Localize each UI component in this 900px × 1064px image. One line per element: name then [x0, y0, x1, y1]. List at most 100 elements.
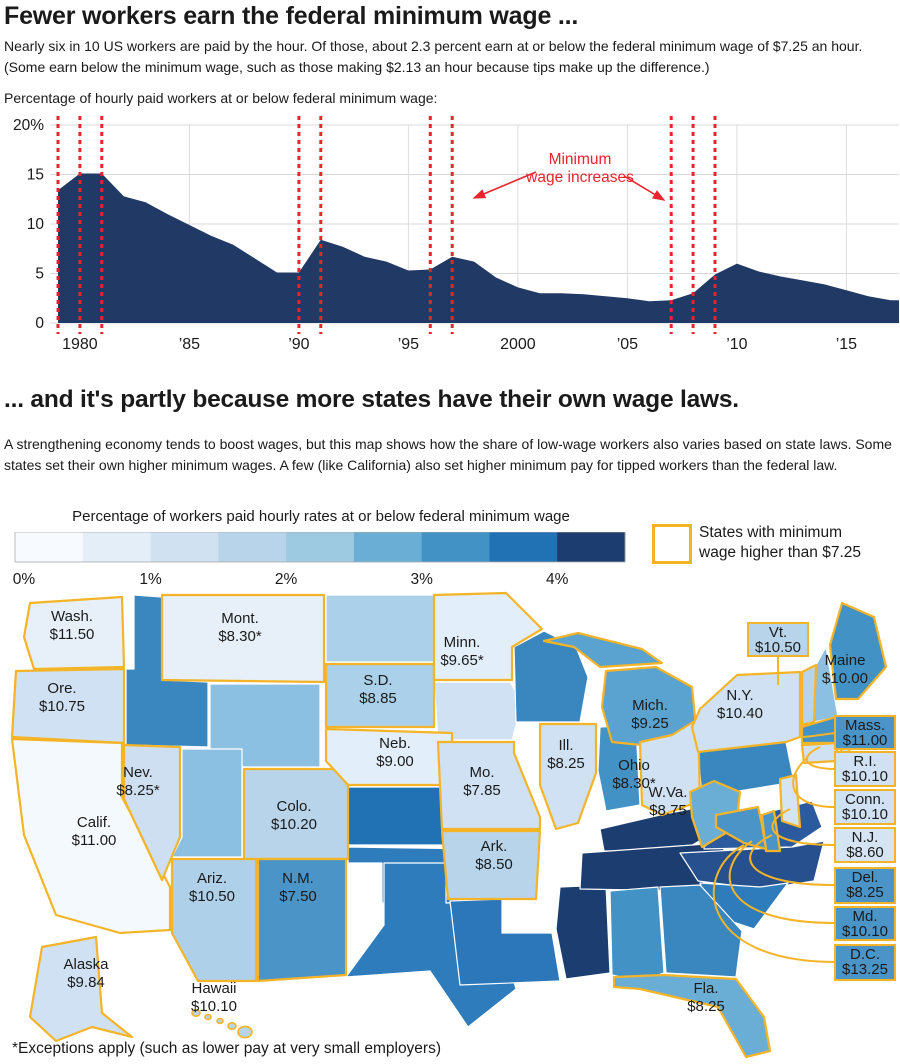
state-wage-MT: $8.30* — [218, 628, 262, 645]
callout-box-MA — [834, 715, 896, 750]
state-label-WV: W.Va. — [649, 784, 688, 801]
callout-label-CT: Conn. — [845, 791, 885, 808]
state-wage-WV: $8.75 — [649, 802, 687, 819]
map-legend-title: Percentage of workers paid hourly rates … — [72, 508, 570, 525]
state-NY — [690, 670, 802, 754]
state-label-AR: Ark. — [481, 838, 508, 855]
highlight-legend-swatch — [652, 524, 692, 564]
y-tick: 10 — [27, 216, 45, 233]
state-label-MI: Mich. — [632, 697, 668, 714]
scale-swatch — [150, 532, 219, 562]
callout-leader-MD — [728, 840, 836, 924]
state-label-WA: Wash. — [51, 608, 93, 625]
footnote: *Exceptions apply (such as lower pay at … — [12, 1040, 442, 1057]
y-tick: 15 — [27, 167, 44, 184]
callout-box-DC — [834, 944, 896, 981]
callout-box-NJ — [834, 827, 896, 863]
x-tick: ’95 — [398, 336, 419, 353]
callout-wage-MA: $11.00 — [843, 732, 888, 749]
callout-wage-MD: $10.10 — [842, 923, 888, 940]
callout-leader-DC — [712, 844, 836, 963]
state-FL — [612, 973, 772, 1059]
state-wage-AZ: $10.50 — [189, 888, 235, 905]
state-GA — [659, 884, 743, 978]
x-tick: ’15 — [836, 336, 857, 353]
callout-box-MD — [834, 906, 896, 941]
state-label-NY: N.Y. — [726, 687, 753, 704]
state-LA — [449, 898, 561, 986]
minimum-wage-trend-chart: 20% 15 10 5 0 1980 ’85 ’90 ’95 2000 ’05 ’10 ’15 Minim… — [13, 116, 899, 353]
state-HI — [216, 1017, 224, 1025]
state-label-CA: Calif. — [77, 814, 111, 831]
color-scale-legend: 0% 1% 2% 3% 4% — [13, 532, 626, 588]
scale-swatch — [557, 532, 626, 562]
callout-wage-DE: $8.25 — [846, 884, 884, 901]
scale-swatch — [353, 532, 423, 562]
state-MD — [714, 805, 768, 851]
state-label-MN: Minn. — [444, 634, 481, 651]
state-wage-HI: $10.10 — [191, 998, 237, 1015]
us-choropleth-map: Wash.$11.50Ore.$10.75Calif.$11.00Nev.$8.… — [10, 591, 896, 1059]
state-label-CO: Colo. — [276, 798, 311, 815]
callout-box-VT — [747, 622, 809, 657]
scale-swatch — [15, 532, 84, 562]
annotation-line1: Minimum — [549, 151, 612, 168]
y-tick: 20% — [13, 117, 44, 134]
state-wage-OR: $10.75 — [39, 698, 85, 715]
scale-tick: 4% — [546, 571, 569, 588]
state-WI — [513, 630, 589, 723]
state-label-OR: Ore. — [47, 680, 76, 697]
state-wage-MO: $7.85 — [463, 782, 501, 799]
state-NE — [324, 727, 454, 787]
scale-swatch — [286, 532, 355, 562]
trend-area — [58, 173, 899, 323]
x-tick: ’05 — [617, 336, 638, 353]
state-NJ — [778, 773, 802, 829]
callout-leader-CT — [792, 758, 836, 808]
state-CO — [242, 767, 350, 861]
state-wage-NY: $10.40 — [717, 705, 763, 722]
state-OR — [10, 667, 126, 745]
callout-label-DC: D.C. — [850, 946, 880, 963]
state-wage-WA: $11.50 — [50, 626, 95, 643]
state-wage-MI: $9.25 — [631, 715, 669, 732]
state-wage-NE: $9.00 — [376, 753, 414, 770]
scale-swatch — [82, 532, 152, 562]
state-wage-CO: $10.20 — [271, 816, 317, 833]
callout-leader-NJ — [771, 808, 836, 846]
scale-swatch — [489, 532, 558, 562]
state-wage-SD: $8.85 — [359, 690, 397, 707]
state-MT — [160, 593, 326, 684]
state-AK — [28, 935, 134, 1043]
state-UT — [171, 748, 243, 858]
state-label-FL: Fla. — [693, 980, 718, 997]
state-label-HI: Hawaii — [191, 980, 236, 997]
x-tick: ’90 — [288, 336, 309, 353]
state-wage-MN: $9.65* — [440, 652, 484, 669]
state-label-MO: Mo. — [469, 764, 494, 781]
callout-wage-RI: $10.10 — [842, 768, 888, 785]
state-MN — [432, 591, 544, 682]
scale-tick: 1% — [139, 571, 162, 588]
page-title: Fewer workers earn the federal minimum w… — [4, 2, 579, 30]
state-NM — [256, 857, 348, 983]
state-HI — [227, 1021, 237, 1030]
annotation-arrow-left — [472, 171, 537, 199]
highlight-legend-label: States with minimum wage higher than $7.… — [699, 523, 861, 563]
scale-tick: 0% — [13, 571, 36, 588]
state-label-NV: Nev. — [123, 764, 153, 781]
callout-wage-CT: $10.10 — [842, 806, 888, 823]
state-MS — [555, 884, 611, 980]
y-tick: 5 — [35, 266, 44, 283]
state-CA — [10, 737, 172, 935]
state-label-MT: Mont. — [221, 610, 259, 627]
state-wage-OH: $8.30* — [612, 775, 656, 792]
state-NV — [122, 743, 182, 882]
intro-text: Nearly six in 10 US workers are paid by … — [4, 38, 863, 75]
scale-swatch — [218, 532, 287, 562]
state-wage-NV: $8.25* — [116, 782, 160, 799]
state-MO — [436, 740, 542, 831]
scale-swatch — [421, 532, 490, 562]
state-wage-AK: $9.84 — [67, 974, 105, 991]
